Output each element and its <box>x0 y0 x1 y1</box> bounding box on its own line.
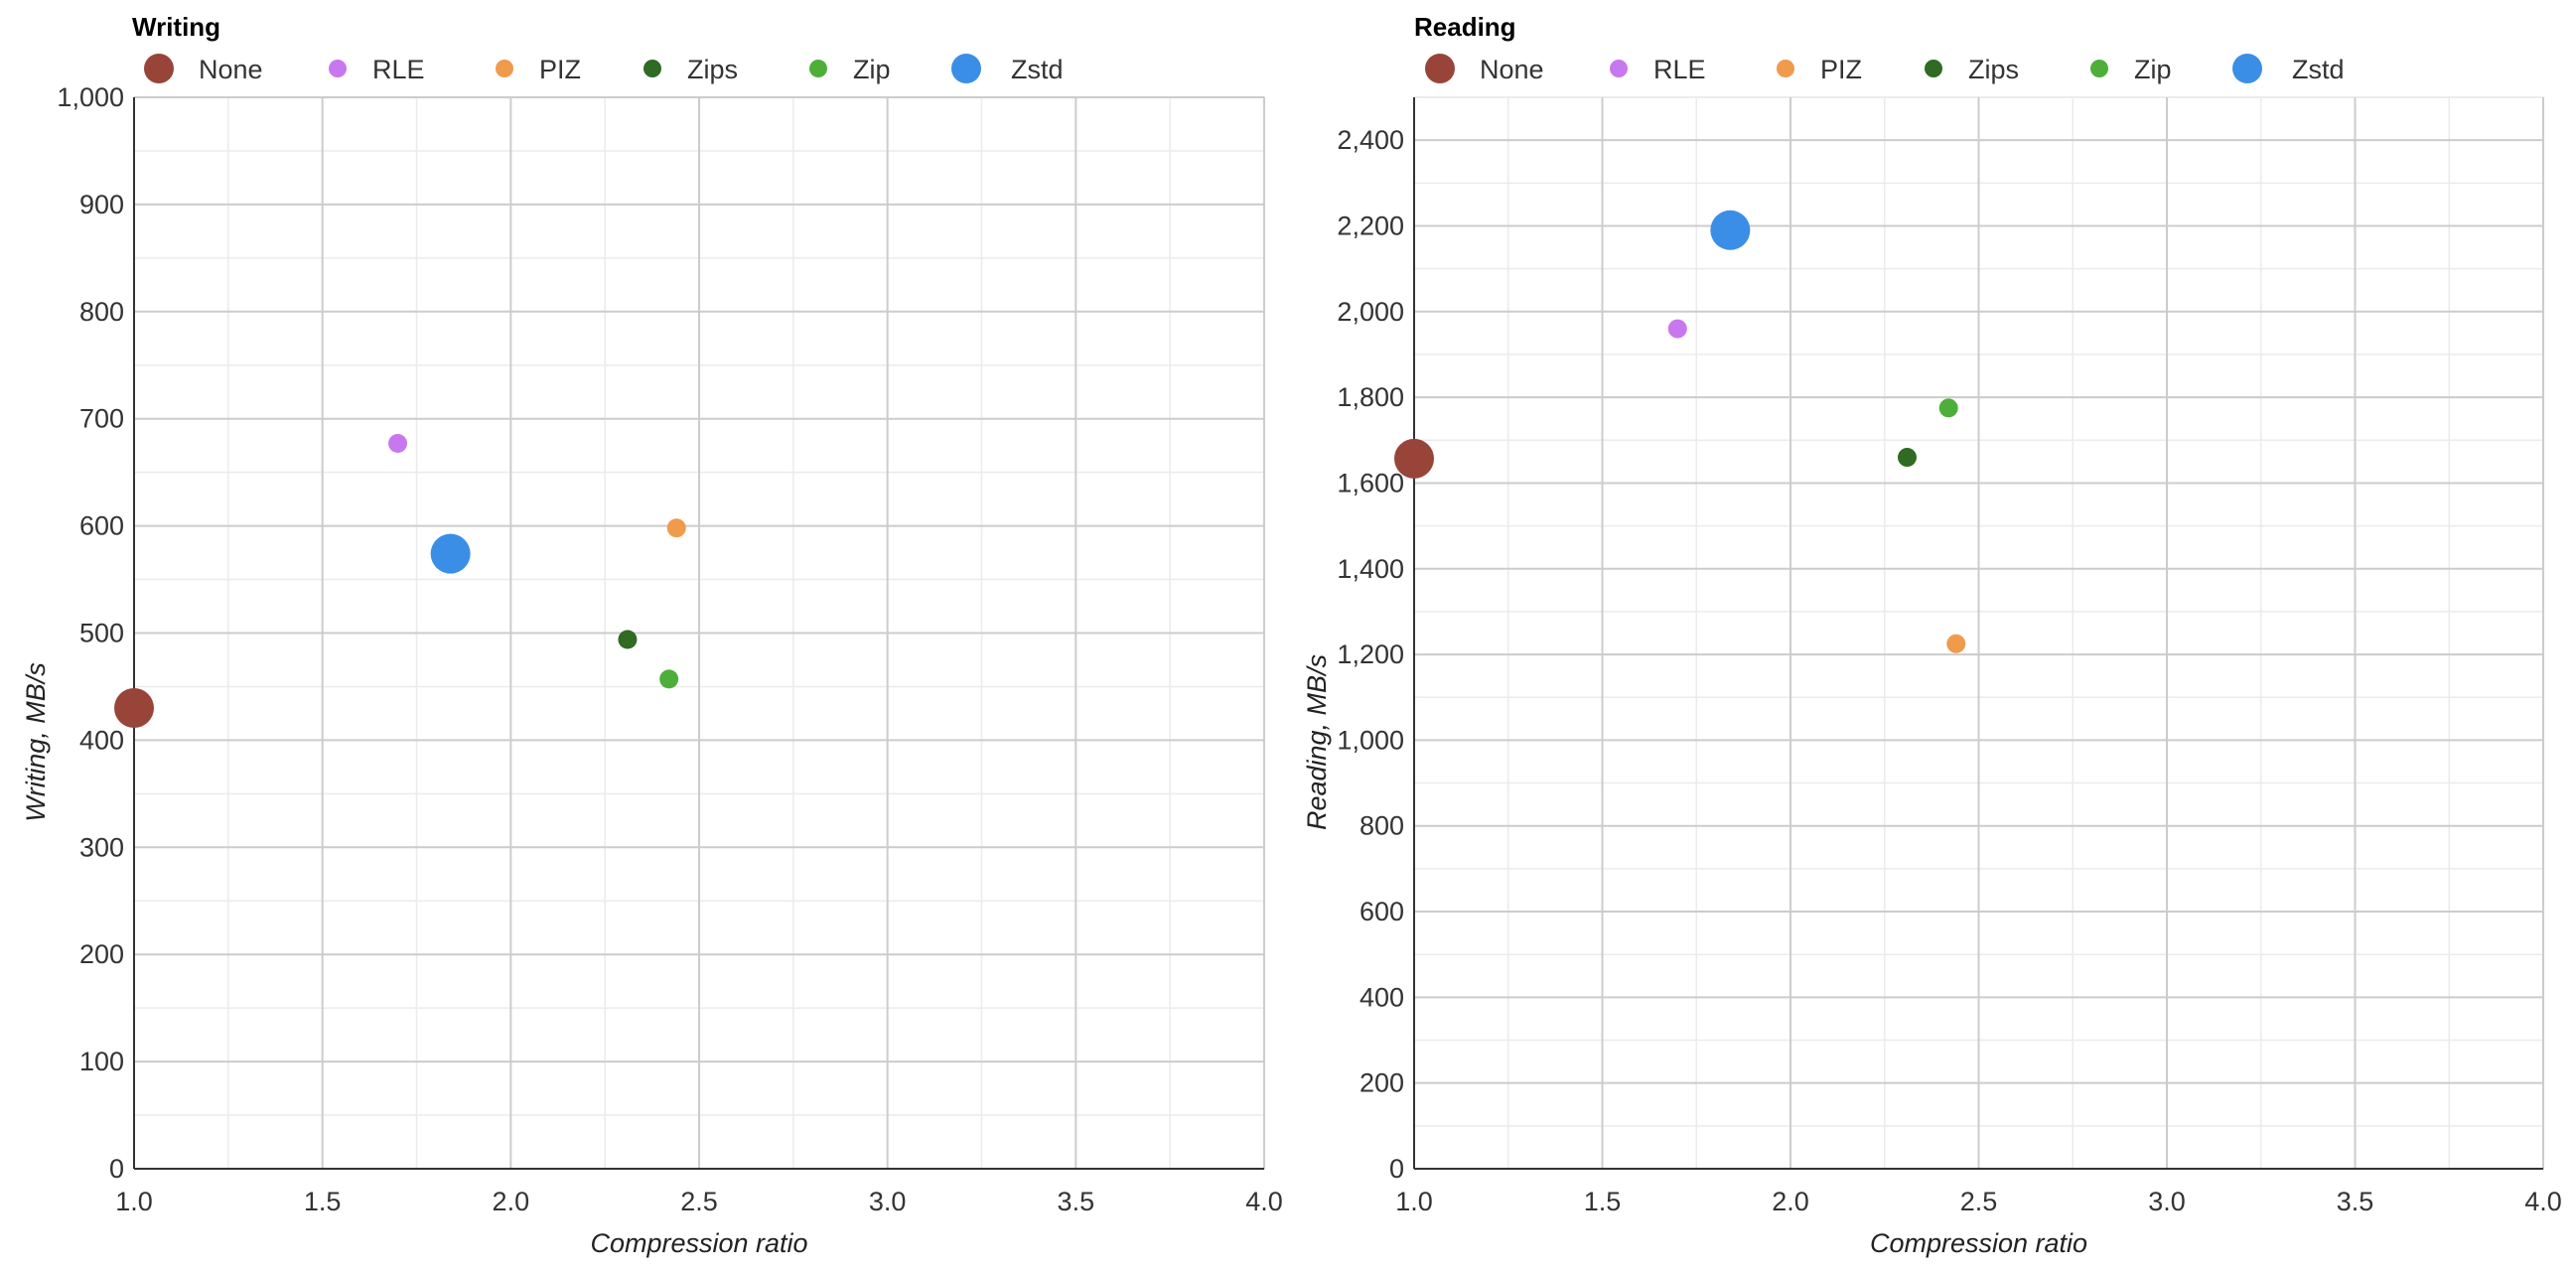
y-tick-label: 1,600 <box>1337 468 1404 497</box>
data-point-rle[interactable] <box>388 434 408 454</box>
x-tick-label: 1.5 <box>304 1187 342 1216</box>
x-tick-label: 3.0 <box>2148 1187 2186 1216</box>
legend-label-piz: PIZ <box>539 55 581 84</box>
y-axis-title: Reading, MB/s <box>1302 654 1332 830</box>
x-axis-title: Compression ratio <box>590 1228 807 1258</box>
x-tick-label: 2.5 <box>1960 1187 1998 1216</box>
chart-title: Writing <box>132 12 220 42</box>
legend-marker-zips <box>1925 60 1942 77</box>
y-tick-label: 400 <box>79 725 124 755</box>
data-point-zips[interactable] <box>1897 448 1917 468</box>
legend-label-zstd: Zstd <box>2292 55 2345 84</box>
data-point-zip[interactable] <box>659 669 679 689</box>
data-point-rle[interactable] <box>1667 319 1687 339</box>
legend-label-zip: Zip <box>2134 55 2172 84</box>
data-point-piz[interactable] <box>666 518 686 538</box>
y-tick-label: 0 <box>109 1154 124 1184</box>
legend-marker-zip <box>809 60 827 77</box>
x-tick-label: 3.0 <box>869 1187 907 1216</box>
y-tick-label: 800 <box>1360 811 1404 841</box>
legend-label-rle: RLE <box>372 55 425 84</box>
y-axis-title: Writing, MB/s <box>21 662 51 822</box>
x-tick-label: 4.0 <box>1245 1187 1283 1216</box>
y-tick-label: 2,000 <box>1337 297 1404 327</box>
writing-chart-panel: Writing 1.0 1.5 2.0 2.5 3.0 3.5 4.0 0 100 200 300 4… <box>21 12 1283 1258</box>
x-tick-label: 2.0 <box>493 1187 530 1216</box>
data-point-piz[interactable] <box>1946 634 1966 653</box>
legend-label-zip: Zip <box>853 55 891 84</box>
y-tick-label: 600 <box>1360 897 1404 926</box>
y-tick-label: 200 <box>79 939 124 969</box>
y-tick-label: 1,000 <box>1337 725 1404 755</box>
legend-marker-none <box>144 54 174 83</box>
y-tick-label: 500 <box>79 619 124 648</box>
x-tick-label: 4.0 <box>2524 1187 2562 1216</box>
chart-title: Reading <box>1414 12 1516 42</box>
y-tick-label: 1,000 <box>57 82 124 112</box>
data-point-zips[interactable] <box>618 630 638 649</box>
legend-marker-rle <box>1610 60 1628 77</box>
legend-label-zstd: Zstd <box>1011 55 1064 84</box>
data-point-zip[interactable] <box>1938 398 1958 418</box>
legend-marker-zstd <box>2232 54 2262 83</box>
legend-label-piz: PIZ <box>1820 55 1862 84</box>
legend-marker-rle <box>329 60 347 77</box>
legend-label-zips: Zips <box>687 55 738 84</box>
y-tick-label: 2,200 <box>1337 211 1404 240</box>
legend-marker-zips <box>644 60 661 77</box>
data-point-none[interactable] <box>1394 438 1434 479</box>
y-tick-label: 800 <box>79 297 124 327</box>
y-tick-label: 900 <box>79 190 124 219</box>
x-tick-label: 3.5 <box>2337 1187 2374 1216</box>
legend-label-rle: RLE <box>1653 55 1706 84</box>
x-tick-label: 2.5 <box>680 1187 718 1216</box>
x-tick-label: 3.5 <box>1058 1187 1095 1216</box>
y-tick-label: 100 <box>79 1047 124 1076</box>
x-tick-label: 1.0 <box>115 1187 153 1216</box>
y-tick-label: 400 <box>1360 982 1404 1012</box>
legend-marker-none <box>1425 54 1455 83</box>
data-point-none[interactable] <box>114 688 154 729</box>
reading-chart-panel: Reading 1.0 1.5 2.0 2.5 3.0 3.5 4.0 0 200 400 600 8… <box>1302 12 2562 1258</box>
legend-label-none: None <box>1480 55 1544 84</box>
y-tick-label: 2,400 <box>1337 125 1404 155</box>
legend-marker-zip <box>2090 60 2108 77</box>
y-tick-label: 700 <box>79 404 124 434</box>
legend-label-none: None <box>199 55 263 84</box>
x-tick-label: 1.0 <box>1395 1187 1433 1216</box>
y-tick-label: 1,800 <box>1337 382 1404 412</box>
data-point-zstd[interactable] <box>430 533 471 574</box>
legend-marker-piz <box>1777 60 1794 77</box>
legend-label-zips: Zips <box>1968 55 2019 84</box>
y-tick-label: 1,200 <box>1337 639 1404 669</box>
x-tick-label: 1.5 <box>1584 1187 1622 1216</box>
y-tick-label: 1,400 <box>1337 554 1404 584</box>
y-tick-label: 600 <box>79 511 124 541</box>
x-axis-title: Compression ratio <box>1870 1228 2087 1258</box>
legend-marker-piz <box>496 60 513 77</box>
data-point-zstd[interactable] <box>1710 210 1751 250</box>
y-tick-label: 200 <box>1360 1068 1404 1098</box>
legend-marker-zstd <box>951 54 981 83</box>
y-tick-label: 0 <box>1389 1154 1404 1184</box>
y-tick-label: 300 <box>79 832 124 862</box>
x-tick-label: 2.0 <box>1772 1187 1809 1216</box>
